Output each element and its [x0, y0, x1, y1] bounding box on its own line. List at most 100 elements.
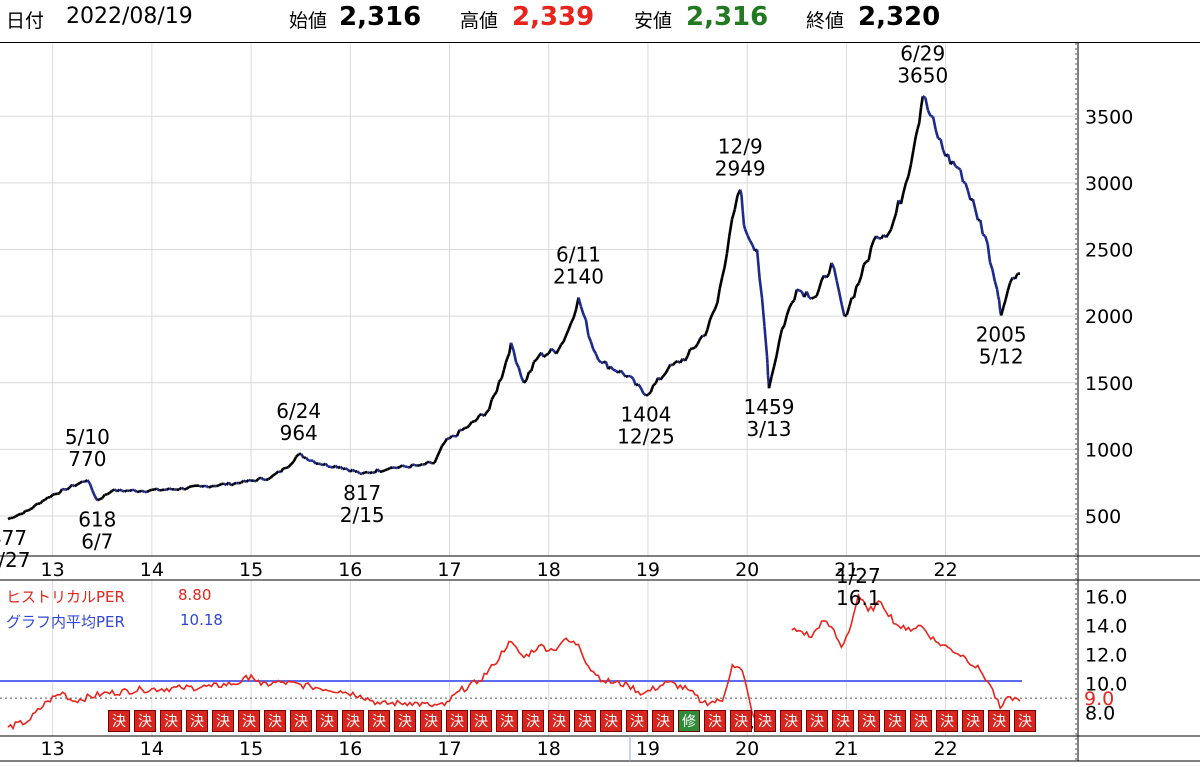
- price-segment: [495, 381, 501, 393]
- price-segment: [755, 249, 761, 278]
- price-y-tick-label: 1500: [1085, 373, 1133, 395]
- earnings-badge[interactable]: 決: [108, 710, 130, 732]
- price-segment: [121, 489, 125, 493]
- price-x-tick-label: 13: [41, 559, 65, 581]
- price-segment: [857, 275, 863, 284]
- price-segment: [808, 296, 813, 300]
- revision-badge[interactable]: 修: [678, 710, 700, 732]
- price-segment: [793, 289, 799, 301]
- price-segment: [637, 383, 642, 389]
- earnings-badge[interactable]: 決: [134, 710, 156, 732]
- price-segment: [332, 464, 337, 469]
- earnings-badge[interactable]: 決: [780, 710, 802, 732]
- price-segment: [567, 322, 573, 330]
- price-segment: [96, 498, 101, 502]
- price-segment: [126, 489, 130, 493]
- price-segment: [725, 236, 731, 254]
- earnings-badge[interactable]: 決: [1014, 710, 1036, 732]
- price-segment: [42, 498, 46, 502]
- price-segment: [835, 280, 841, 293]
- price-segment: [550, 347, 555, 352]
- price-segment: [292, 456, 298, 463]
- price-segment: [312, 459, 317, 465]
- earnings-badge[interactable]: 決: [730, 710, 752, 732]
- price-segment: [468, 421, 473, 427]
- earnings-badge[interactable]: 決: [548, 710, 570, 732]
- price-segment: [855, 282, 860, 288]
- per-x-tick-label: 18: [537, 738, 561, 760]
- price-segment: [869, 239, 875, 248]
- price-annotation-value: 2949: [715, 157, 766, 181]
- earnings-badge[interactable]: 決: [962, 710, 984, 732]
- price-segment: [66, 486, 71, 491]
- earnings-badge[interactable]: 決: [832, 710, 854, 732]
- price-segment: [733, 195, 739, 210]
- earnings-badge[interactable]: 決: [290, 710, 312, 732]
- price-segment: [205, 484, 210, 489]
- price-segment: [423, 461, 429, 466]
- price-annotation-value: 1459: [744, 395, 795, 419]
- price-segment: [696, 338, 702, 345]
- price-segment: [356, 470, 361, 475]
- earnings-badge[interactable]: 決: [394, 710, 416, 732]
- price-segment: [798, 289, 803, 293]
- price-x-tick-label: 14: [140, 559, 164, 581]
- price-segment: [758, 277, 764, 299]
- price-segment: [490, 394, 496, 401]
- price-segment: [17, 512, 21, 517]
- earnings-badge[interactable]: 決: [754, 710, 776, 732]
- earnings-badge[interactable]: 決: [470, 710, 492, 732]
- earnings-badge[interactable]: 決: [806, 710, 828, 732]
- earnings-badge[interactable]: 決: [238, 710, 260, 732]
- price-segment: [431, 461, 436, 465]
- earnings-badge[interactable]: 決: [884, 710, 906, 732]
- price-annotation-date: 6/11: [556, 243, 601, 267]
- price-segment: [506, 352, 511, 359]
- price-segment: [502, 362, 508, 370]
- earnings-badge[interactable]: 決: [186, 710, 208, 732]
- earnings-badge[interactable]: 決: [522, 710, 544, 732]
- price-segment: [31, 504, 37, 509]
- price-segment: [12, 515, 17, 520]
- price-segment: [899, 192, 905, 205]
- earnings-badge[interactable]: 決: [316, 710, 338, 732]
- earnings-badge[interactable]: 決: [858, 710, 880, 732]
- price-segment: [108, 489, 114, 494]
- price-segment: [840, 304, 846, 317]
- historical-per-line: [7, 637, 763, 731]
- earnings-badge[interactable]: 決: [988, 710, 1010, 732]
- earnings-badge[interactable]: 決: [446, 710, 468, 732]
- price-annotation-value: 964: [280, 421, 318, 445]
- per-y-tick-label: 16.0: [1085, 587, 1127, 609]
- price-segment: [389, 466, 393, 470]
- earnings-badge[interactable]: 決: [626, 710, 648, 732]
- earnings-badge[interactable]: 決: [936, 710, 958, 732]
- price-segment: [509, 342, 515, 352]
- earnings-badge[interactable]: 決: [910, 710, 932, 732]
- earnings-badge[interactable]: 決: [652, 710, 674, 732]
- earnings-badge[interactable]: 決: [704, 710, 726, 732]
- price-segment: [962, 180, 966, 185]
- price-segment: [7, 516, 12, 521]
- per-y-tick-label: 10.0: [1085, 674, 1127, 696]
- earnings-badge[interactable]: 決: [574, 710, 596, 732]
- earnings-badge[interactable]: 決: [420, 710, 442, 732]
- price-segment: [500, 369, 506, 379]
- price-segment: [111, 488, 116, 492]
- earnings-badge[interactable]: 決: [600, 710, 622, 732]
- earnings-badge[interactable]: 決: [212, 710, 234, 732]
- close-value: 2,320: [858, 2, 941, 32]
- price-segment: [730, 209, 737, 220]
- price-segment: [979, 219, 985, 235]
- earnings-badge[interactable]: 決: [160, 710, 182, 732]
- earnings-badge[interactable]: 決: [368, 710, 390, 732]
- price-segment: [692, 346, 696, 350]
- earnings-badge[interactable]: 決: [264, 710, 286, 732]
- earnings-badge[interactable]: 決: [342, 710, 364, 732]
- low-label: 安値: [634, 10, 673, 32]
- earnings-badge[interactable]: 決: [496, 710, 518, 732]
- price-segment: [522, 379, 528, 384]
- price-segment: [201, 484, 205, 488]
- price-segment: [255, 477, 260, 483]
- price-segment: [342, 467, 346, 471]
